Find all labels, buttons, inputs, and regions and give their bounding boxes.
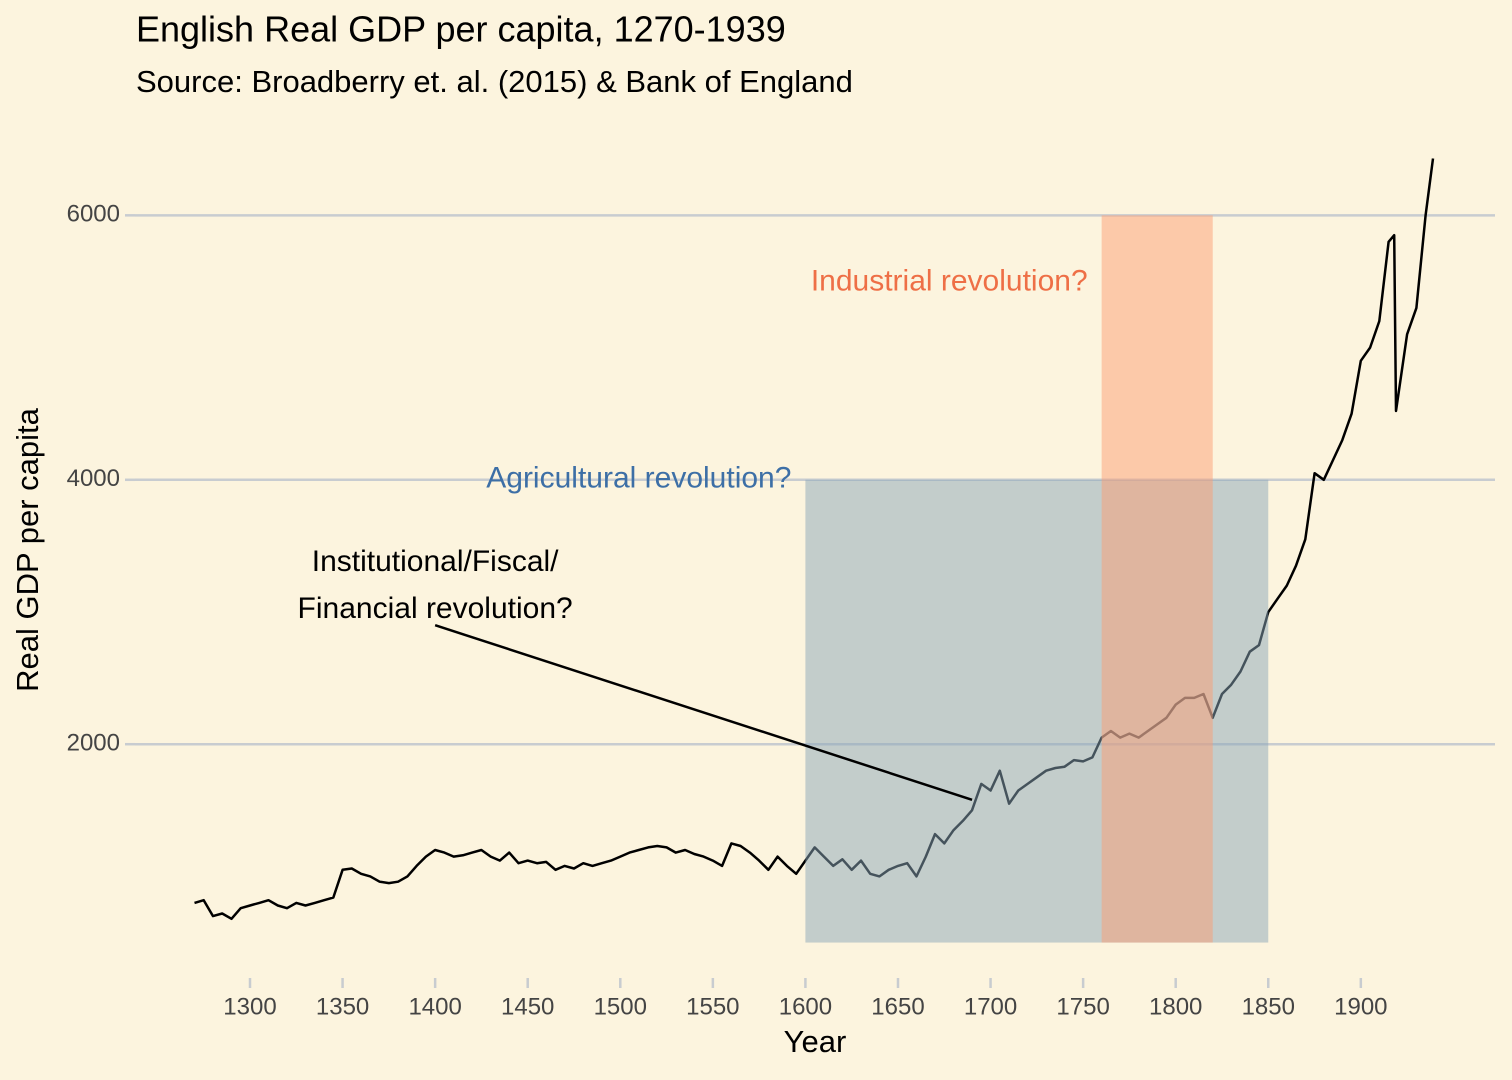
- y-tick-label: 2000: [67, 730, 120, 757]
- region-label: Agricultural revolution?: [486, 462, 791, 495]
- y-tick-label: 4000: [67, 465, 120, 492]
- x-tick-label: 1450: [501, 993, 554, 1020]
- x-tick-label: 1500: [594, 993, 647, 1020]
- x-tick-label: 1750: [1056, 993, 1109, 1020]
- chart-title: English Real GDP per capita, 1270-1939: [136, 9, 786, 50]
- x-tick-label: 1900: [1334, 993, 1387, 1020]
- annotation-text: Financial revolution?: [298, 592, 573, 625]
- y-tick-label: 6000: [67, 201, 120, 228]
- annotation-arrow: [434, 624, 973, 801]
- x-tick-label: 1700: [964, 993, 1017, 1020]
- region-label: Industrial revolution?: [811, 264, 1088, 297]
- x-tick-label: 1650: [871, 993, 924, 1020]
- x-tick-label: 1850: [1242, 993, 1295, 1020]
- x-tick-label: 1550: [686, 993, 739, 1020]
- x-tick-label: 1600: [779, 993, 832, 1020]
- x-axis-title: Year: [784, 1024, 847, 1059]
- highlight-region: [1101, 215, 1213, 943]
- y-axis-title: Real GDP per capita: [10, 407, 45, 691]
- annotation-text: Institutional/Fiscal/: [312, 545, 559, 578]
- x-tick-label: 1350: [316, 993, 369, 1020]
- x-tick-label: 1400: [408, 993, 461, 1020]
- chart-subtitle: Source: Broadberry et. al. (2015) & Bank…: [136, 64, 853, 99]
- x-tick-label: 1800: [1149, 993, 1202, 1020]
- x-tick-label: 1300: [223, 993, 276, 1020]
